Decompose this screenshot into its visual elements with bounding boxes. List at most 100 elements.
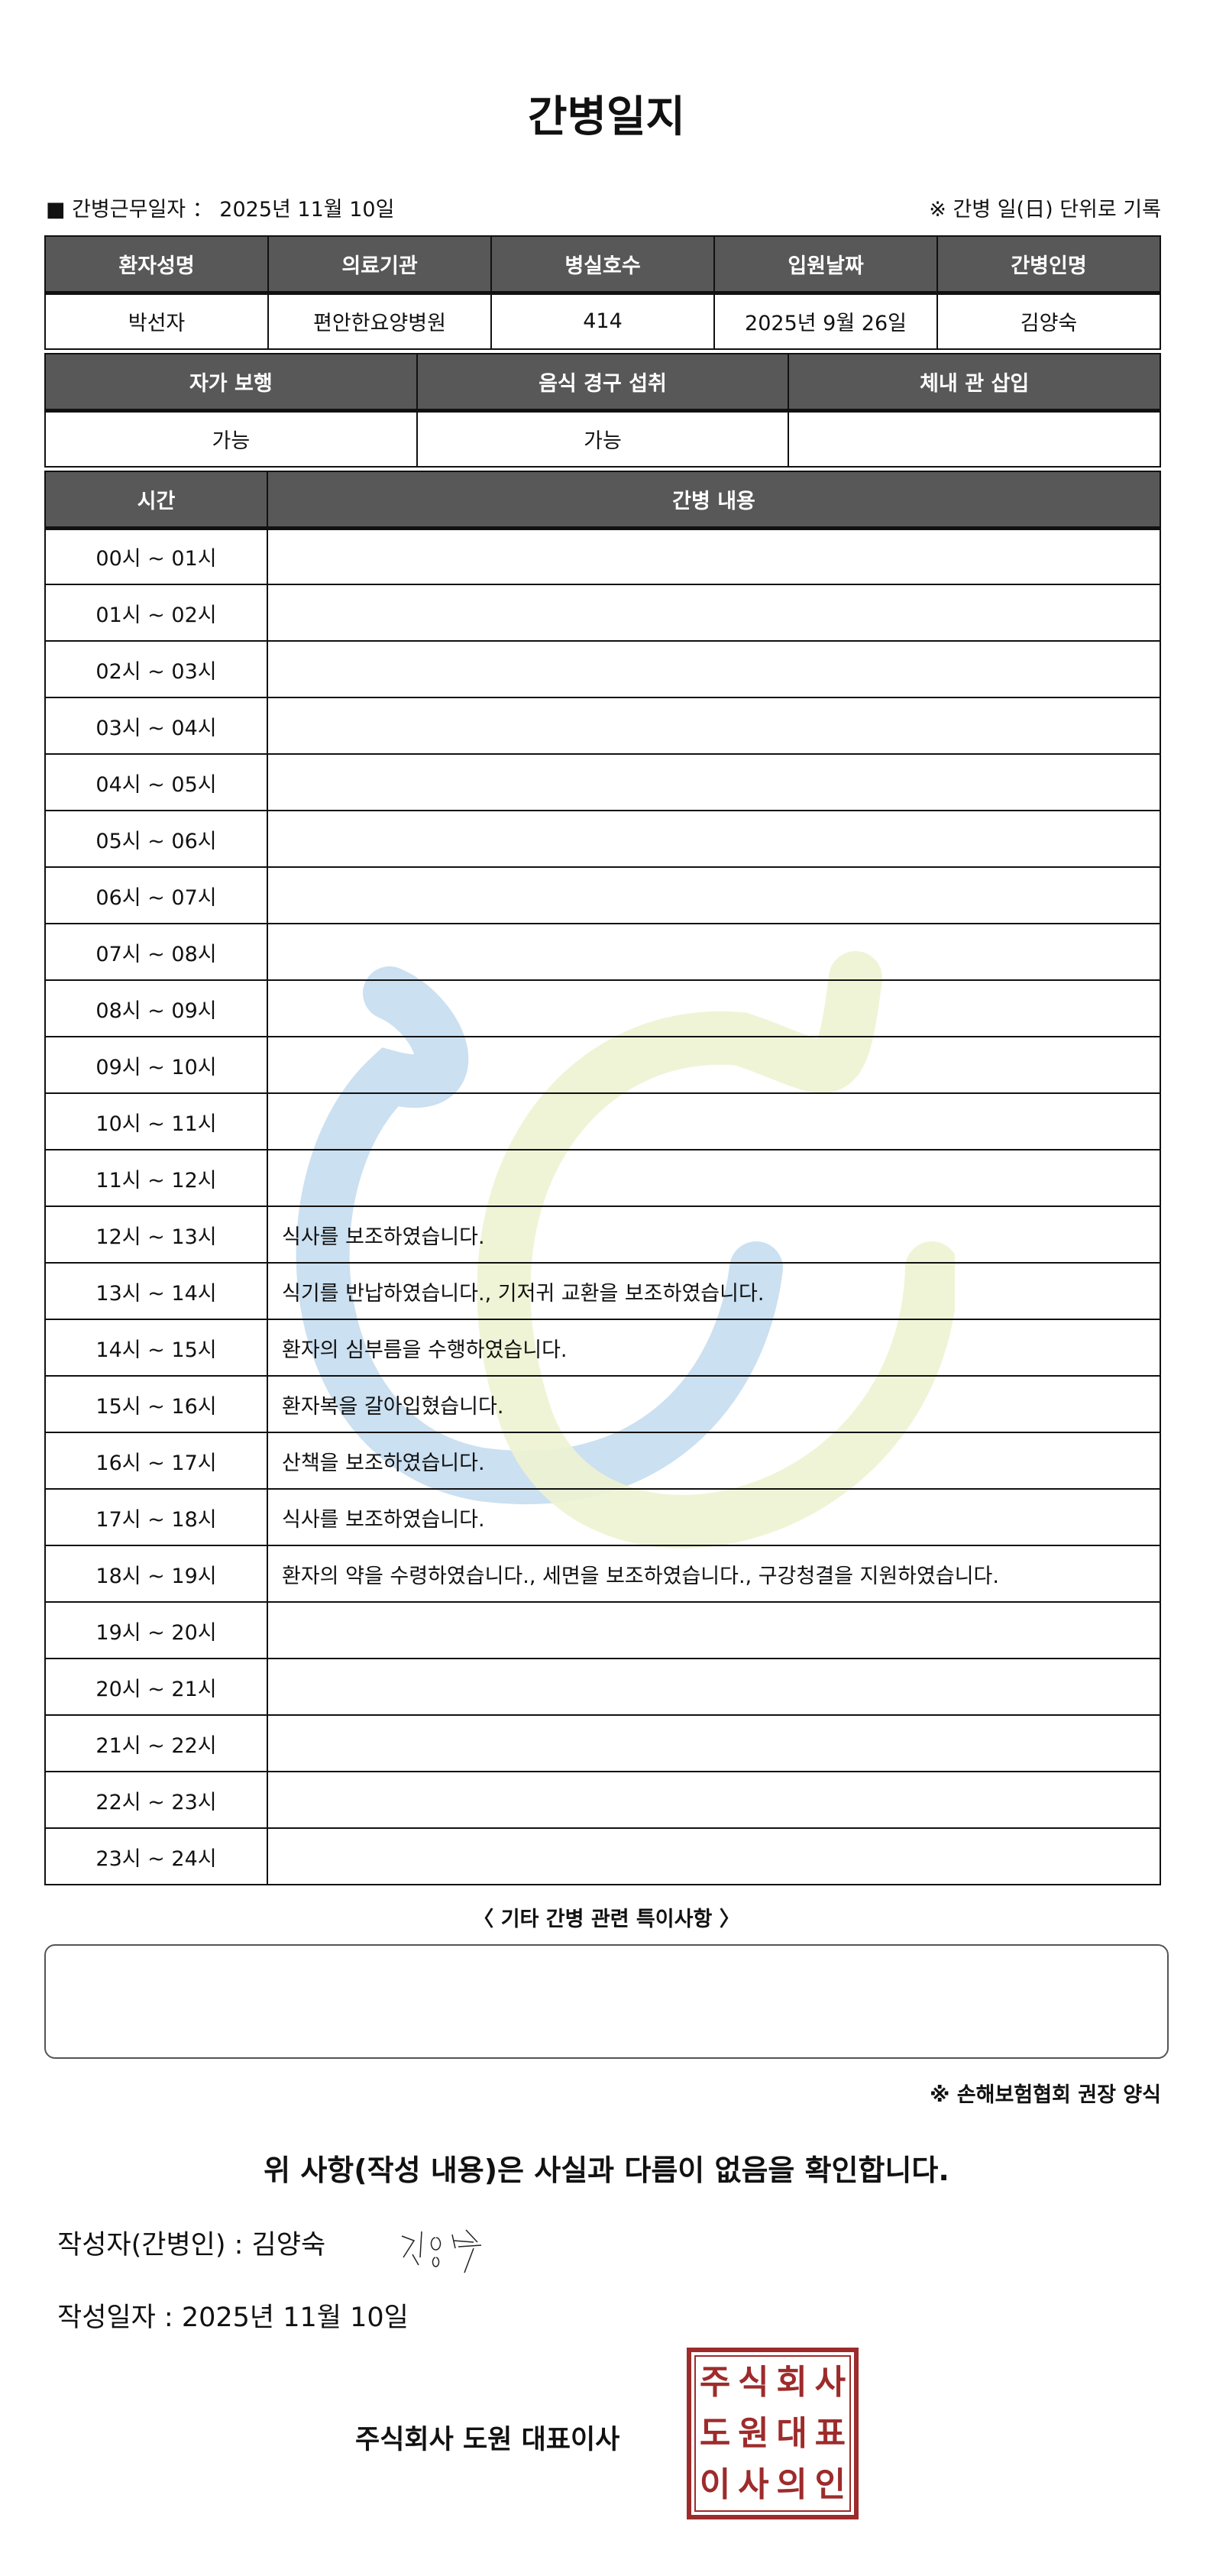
walking-value: 가능 xyxy=(44,409,418,468)
log-row: 18시 ~ 19시 환자의 약을 수령하였습니다., 세면을 보조하였습니다., … xyxy=(44,1545,1161,1603)
page-title: 간병일지 xyxy=(527,92,686,142)
log-row: 02시 ~ 03시 xyxy=(44,640,1161,698)
log-content[interactable]: 산책을 보조하였습니다. xyxy=(267,1432,1161,1490)
log-time: 00시 ~ 01시 xyxy=(44,527,268,585)
header-room: 병실호수 xyxy=(490,235,715,295)
log-row: 19시 ~ 20시 xyxy=(44,1601,1161,1659)
company-representative: 주식회사 도원 대표이사 xyxy=(355,2425,620,2455)
log-row: 11시 ~ 12시 xyxy=(44,1149,1161,1207)
log-time: 14시 ~ 15시 xyxy=(44,1319,268,1377)
patient-status-table: 자가 보행 음식 경구 섭취 체내 관 삽입 가능 가능 xyxy=(44,353,1161,468)
log-row: 10시 ~ 11시 xyxy=(44,1092,1161,1150)
seal-char: 원 xyxy=(738,2413,769,2453)
log-row: 08시 ~ 09시 xyxy=(44,979,1161,1037)
seal-char: 인 xyxy=(814,2464,846,2504)
seal-char: 사 xyxy=(738,2464,769,2504)
written-date: 작성일자 : 2025년 11월 10일 xyxy=(57,2303,409,2333)
seal-char: 사 xyxy=(814,2362,846,2402)
work-date: ■ 간병근무일자 ： 2025년 11월 10일 xyxy=(46,198,395,222)
log-time: 04시 ~ 05시 xyxy=(44,753,268,811)
header-content: 간병 내용 xyxy=(267,471,1161,530)
log-content[interactable]: 식사를 보조하였습니다. xyxy=(267,1205,1161,1264)
log-row: 20시 ~ 21시 xyxy=(44,1658,1161,1716)
seal-char: 이 xyxy=(699,2464,731,2504)
log-row: 04시 ~ 05시 xyxy=(44,753,1161,811)
log-time: 02시 ~ 03시 xyxy=(44,640,268,698)
log-content[interactable] xyxy=(267,1149,1161,1207)
log-content[interactable]: 환자의 약을 수령하였습니다., 세면을 보조하였습니다., 구강청결을 지원하… xyxy=(267,1545,1161,1603)
seal-char: 대 xyxy=(776,2413,807,2453)
seal-char: 의 xyxy=(776,2464,807,2504)
log-content[interactable] xyxy=(267,1771,1161,1829)
log-time: 01시 ~ 02시 xyxy=(44,584,268,642)
tube-value xyxy=(788,409,1161,468)
log-content[interactable] xyxy=(267,584,1161,642)
seal-char: 주 xyxy=(699,2362,731,2402)
log-row: 22시 ~ 23시 xyxy=(44,1771,1161,1829)
notes-title: 〈 기타 간병 관련 특이사항 〉 xyxy=(473,1908,740,1931)
log-content[interactable] xyxy=(267,1601,1161,1659)
association-note: ※ 손해보험협회 권장 양식 xyxy=(930,2083,1161,2107)
log-content[interactable] xyxy=(267,1714,1161,1772)
log-time: 12시 ~ 13시 xyxy=(44,1205,268,1264)
header-time: 시간 xyxy=(44,471,268,530)
log-content[interactable] xyxy=(267,810,1161,868)
log-row: 21시 ~ 22시 xyxy=(44,1714,1161,1772)
header-admission-date: 입원날짜 xyxy=(713,235,938,295)
log-content[interactable] xyxy=(267,979,1161,1037)
log-time: 16시 ~ 17시 xyxy=(44,1432,268,1490)
log-content[interactable]: 환자복을 갈아입혔습니다. xyxy=(267,1375,1161,1433)
log-content[interactable] xyxy=(267,1658,1161,1716)
seal-char: 표 xyxy=(814,2413,846,2453)
patient-info-table: 환자성명 의료기관 병실호수 입원날짜 간병인명 박선자 편안한요양병원 414… xyxy=(44,235,1161,350)
log-row: 01시 ~ 02시 xyxy=(44,584,1161,642)
header-walking: 자가 보행 xyxy=(44,353,418,413)
log-content[interactable]: 식사를 보조하였습니다. xyxy=(267,1488,1161,1546)
log-content[interactable] xyxy=(267,753,1161,811)
log-time: 09시 ~ 10시 xyxy=(44,1036,268,1094)
seal-char: 식 xyxy=(738,2362,769,2402)
room-number: 414 xyxy=(490,292,715,350)
log-content[interactable] xyxy=(267,527,1161,585)
log-time: 23시 ~ 24시 xyxy=(44,1827,268,1885)
log-row: 17시 ~ 18시 식사를 보조하였습니다. xyxy=(44,1488,1161,1546)
notes-box[interactable] xyxy=(44,1944,1169,2059)
log-time: 15시 ~ 16시 xyxy=(44,1375,268,1433)
confirmation-statement: 위 사항(작성 내용)은 사실과 다름이 없음을 확인합니다. xyxy=(264,2154,949,2187)
unit-note: ※ 간병 일(日) 단위로 기록 xyxy=(929,198,1161,222)
patient-name: 박선자 xyxy=(44,292,269,350)
log-time: 17시 ~ 18시 xyxy=(44,1488,268,1546)
log-content[interactable] xyxy=(267,1827,1161,1885)
care-log-table: 시간 간병 내용 00시 ~ 01시 01시 ~ 02시 02시 ~ 03시 03시 … xyxy=(44,471,1161,1885)
caregiver-name: 김양숙 xyxy=(936,292,1161,350)
log-content[interactable] xyxy=(267,1036,1161,1094)
log-content[interactable] xyxy=(267,1092,1161,1150)
log-row: 07시 ~ 08시 xyxy=(44,923,1161,981)
log-time: 05시 ~ 06시 xyxy=(44,810,268,868)
log-content[interactable] xyxy=(267,640,1161,698)
log-time: 22시 ~ 23시 xyxy=(44,1771,268,1829)
log-row: 12시 ~ 13시 식사를 보조하였습니다. xyxy=(44,1205,1161,1264)
log-time: 20시 ~ 21시 xyxy=(44,1658,268,1716)
log-content[interactable] xyxy=(267,866,1161,924)
log-row: 15시 ~ 16시 환자복을 갈아입혔습니다. xyxy=(44,1375,1161,1433)
log-time: 07시 ~ 08시 xyxy=(44,923,268,981)
log-time: 13시 ~ 14시 xyxy=(44,1262,268,1320)
log-time: 11시 ~ 12시 xyxy=(44,1149,268,1207)
header-tube: 체내 관 삽입 xyxy=(788,353,1161,413)
header-institution: 의료기관 xyxy=(267,235,492,295)
seal-char: 회 xyxy=(776,2362,807,2402)
log-time: 19시 ~ 20시 xyxy=(44,1601,268,1659)
log-content[interactable]: 환자의 심부름을 수행하였습니다. xyxy=(267,1319,1161,1377)
seal-char: 도 xyxy=(699,2413,731,2453)
log-row: 05시 ~ 06시 xyxy=(44,810,1161,868)
log-time: 10시 ~ 11시 xyxy=(44,1092,268,1150)
log-content[interactable] xyxy=(267,923,1161,981)
log-row: 13시 ~ 14시 식기를 반납하였습니다., 기저귀 교환을 보조하였습니다. xyxy=(44,1262,1161,1320)
log-row: 14시 ~ 15시 환자의 심부름을 수행하였습니다. xyxy=(44,1319,1161,1377)
header-oral-intake: 음식 경구 섭취 xyxy=(416,353,790,413)
log-content[interactable] xyxy=(267,697,1161,755)
log-content[interactable]: 식기를 반납하였습니다., 기저귀 교환을 보조하였습니다. xyxy=(267,1262,1161,1320)
log-row: 03시 ~ 04시 xyxy=(44,697,1161,755)
